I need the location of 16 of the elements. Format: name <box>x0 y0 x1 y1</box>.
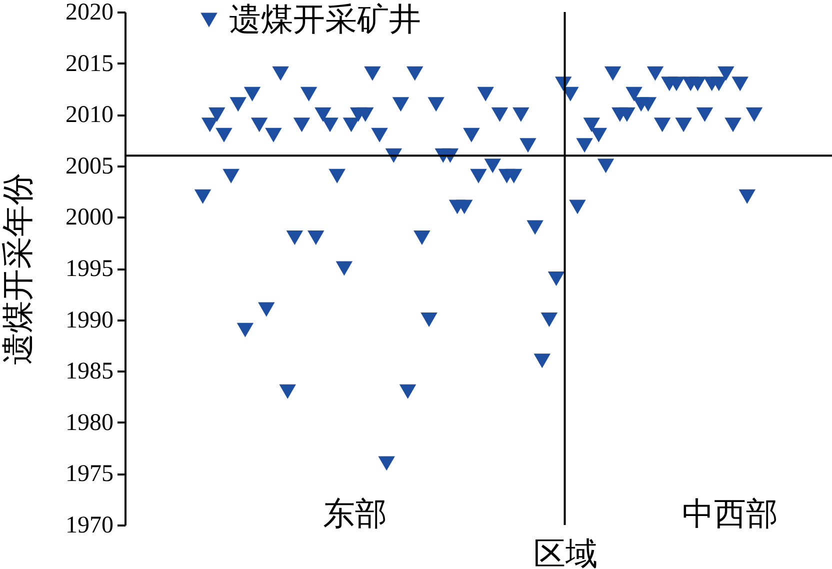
y-tick-label: 1985 <box>66 358 114 385</box>
y-tick-label: 1995 <box>66 256 114 282</box>
y-tick-label: 2000 <box>66 204 114 231</box>
annotation: 东部 <box>322 496 387 532</box>
y-axis-title: 遗煤开采年份 <box>0 173 36 365</box>
y-tick-label: 1975 <box>66 461 114 488</box>
legend-label: 遗煤开采矿井 <box>229 1 421 37</box>
y-tick-label: 2015 <box>66 50 114 77</box>
y-tick-label: 2010 <box>66 102 114 128</box>
y-tick-label: 1990 <box>66 307 114 334</box>
annotation: 中西部 <box>682 496 778 532</box>
y-tick-label: 2020 <box>66 0 114 26</box>
y-tick-label: 2005 <box>66 153 114 180</box>
y-tick-label: 1970 <box>66 512 114 538</box>
x-axis-title: 区域 <box>533 536 598 569</box>
y-tick-label: 1980 <box>66 410 114 436</box>
